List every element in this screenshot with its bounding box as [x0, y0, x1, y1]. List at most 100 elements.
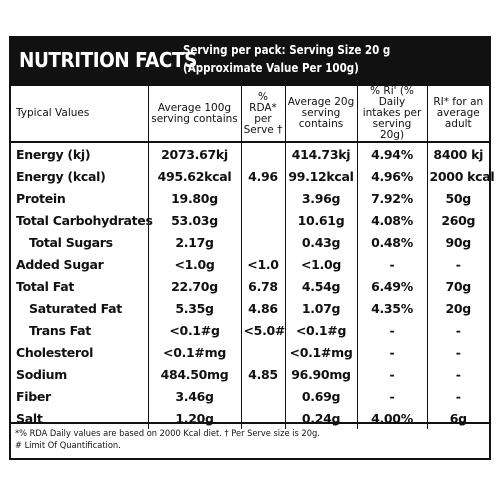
nutrition-header: NUTRITION FACTS Serving per pack: Servin… [11, 38, 489, 86]
nutrient-value: 3.96g [284, 187, 357, 209]
nutrient-name: Total Sugars [29, 234, 113, 250]
nutrient-value: 4.96 [240, 165, 285, 187]
nutrition-table: Typical Values Average 100g serving cont… [11, 86, 495, 429]
nutrient-value [240, 385, 285, 407]
nutrient-value: - [356, 319, 427, 341]
column-header: % Ri' (% Daily intakes per serving 20g) [356, 86, 427, 143]
nutrient-value [240, 231, 285, 253]
table-row: Total Carbohydrates 53.03g 10.61g 4.08% 260g [11, 209, 489, 231]
nutrient-value: <1.0g [147, 253, 241, 275]
nutrient-name: Energy (kj) [16, 146, 91, 162]
nutrient-name: Total Carbohydrates [16, 212, 153, 228]
nutrient-value: 99.12kcal [284, 165, 357, 187]
approximate-value-text: (Approximate Value Per 100g) [183, 61, 359, 75]
nutrient-value: 1.07g [284, 297, 357, 319]
nutrient-value: 4.08% [356, 209, 427, 231]
nutrient-value: - [356, 341, 427, 363]
nutrient-value: 0.43g [284, 231, 357, 253]
table-header-row: Typical Values Average 100g serving cont… [11, 86, 489, 143]
nutrient-value: 5.35g [147, 297, 241, 319]
nutrient-value: 3.46g [147, 385, 241, 407]
footnotes: *% RDA Daily values are based on 2000 Kc… [11, 422, 489, 458]
nutrient-name: Total Fat [16, 278, 75, 294]
nutrient-value: 2.17g [147, 231, 241, 253]
nutrition-title: NUTRITION FACTS [19, 48, 197, 72]
table-row: Cholesterol <0.1#mg <0.1#mg - - [11, 341, 489, 363]
nutrient-value: 0.69g [284, 385, 357, 407]
nutrient-value [240, 341, 285, 363]
column-header: Average 20g serving contains [284, 86, 357, 143]
nutrient-value: <0.1#mg [284, 341, 357, 363]
table-row: Energy (kcal) 495.62kcal 4.96 99.12kcal 4.96… [11, 165, 495, 187]
table-row: Saturated Fat 5.35g 4.86 1.07g 4.35% 20g [11, 297, 489, 319]
nutrient-value: 22.70g [147, 275, 241, 297]
table-row: Trans Fat <0.1#g <5.0# <0.1#g - - [11, 319, 489, 341]
nutrient-name: Sodium [16, 366, 67, 382]
nutrient-value [240, 187, 285, 209]
column-header: RI* for an average adult [426, 86, 489, 143]
nutrient-name: Added Sugar [16, 256, 104, 272]
nutrient-value: <0.1#g [284, 319, 357, 341]
nutrient-value: 7.92% [356, 187, 427, 209]
nutrient-value: 6.78 [240, 275, 285, 297]
column-header: Typical Values [11, 86, 148, 143]
nutrient-value: 6.49% [356, 275, 427, 297]
table-row: Total Fat 22.70g 6.78 4.54g 6.49% 70g [11, 275, 489, 297]
nutrient-value: 0.48% [356, 231, 427, 253]
nutrient-value: - [426, 385, 489, 407]
nutrient-value: 8400 kj [426, 142, 489, 165]
nutrient-value: 495.62kcal [147, 165, 241, 187]
nutrient-value: 4.54g [284, 275, 357, 297]
nutrient-value [240, 142, 285, 165]
nutrient-value: 4.86 [240, 297, 285, 319]
nutrient-value: 70g [426, 275, 489, 297]
table-row: Energy (kj) 2073.67kj 414.73kj 4.94% 8400 kj [11, 142, 489, 165]
nutrient-value: <1.0g [284, 253, 357, 275]
nutrient-value [240, 209, 285, 231]
nutrient-value: - [356, 385, 427, 407]
nutrient-value: 90g [426, 231, 489, 253]
nutrient-name: Protein [16, 190, 66, 206]
nutrient-value: 19.80g [147, 187, 241, 209]
nutrient-value: 414.73kj [284, 142, 357, 165]
nutrition-facts-panel: NUTRITION FACTS Serving per pack: Servin… [9, 36, 495, 460]
nutrient-value: 260g [426, 209, 489, 231]
nutrient-value: 4.94% [356, 142, 427, 165]
nutrient-value: <0.1#g [147, 319, 241, 341]
nutrient-value: 4.96% [356, 165, 427, 187]
nutrient-value: 2073.67kj [147, 142, 241, 165]
nutrient-value: - [426, 363, 489, 385]
nutrient-value: 20g [426, 297, 489, 319]
nutrient-value: - [356, 363, 427, 385]
footnote-loq: # Limit Of Quantification. [15, 441, 121, 451]
footnote-rda: *% RDA Daily values are based on 2000 Kc… [15, 429, 320, 439]
nutrient-value: 2000 kcal [426, 165, 495, 187]
nutrient-value: - [426, 341, 489, 363]
table-row: Fiber 3.46g 0.69g - - [11, 385, 489, 407]
nutrient-value: 96.90mg [284, 363, 357, 385]
nutrient-value: 50g [426, 187, 489, 209]
nutrient-value: <0.1#mg [147, 341, 241, 363]
nutrient-name: Saturated Fat [29, 300, 122, 316]
nutrient-name: Salt [16, 410, 43, 426]
column-header: % RDA* per Serve † [240, 86, 285, 143]
nutrient-name: Cholesterol [16, 344, 94, 360]
nutrient-value: 10.61g [284, 209, 357, 231]
nutrient-value: - [426, 319, 489, 341]
nutrient-value: - [426, 253, 489, 275]
nutrient-value: 4.85 [240, 363, 285, 385]
nutrient-value: <1.0 [240, 253, 285, 275]
table-row: Added Sugar <1.0g <1.0 <1.0g - - [11, 253, 489, 275]
table-row: Sodium 484.50mg 4.85 96.90mg - - [11, 363, 489, 385]
nutrient-name: Fiber [16, 388, 51, 404]
column-header: Average 100g serving contains [147, 86, 241, 143]
nutrient-value: 484.50mg [147, 363, 241, 385]
nutrient-value: 4.35% [356, 297, 427, 319]
nutrient-name: Energy (kcal) [16, 168, 106, 184]
table-row: Total Sugars 2.17g 0.43g 0.48% 90g [11, 231, 489, 253]
nutrient-value: 53.03g [147, 209, 241, 231]
serving-size-text: Serving per pack: Serving Size 20 g [183, 43, 391, 57]
table-row: Protein 19.80g 3.96g 7.92% 50g [11, 187, 489, 209]
nutrient-value: <5.0# [240, 319, 285, 341]
nutrient-value: - [356, 253, 427, 275]
